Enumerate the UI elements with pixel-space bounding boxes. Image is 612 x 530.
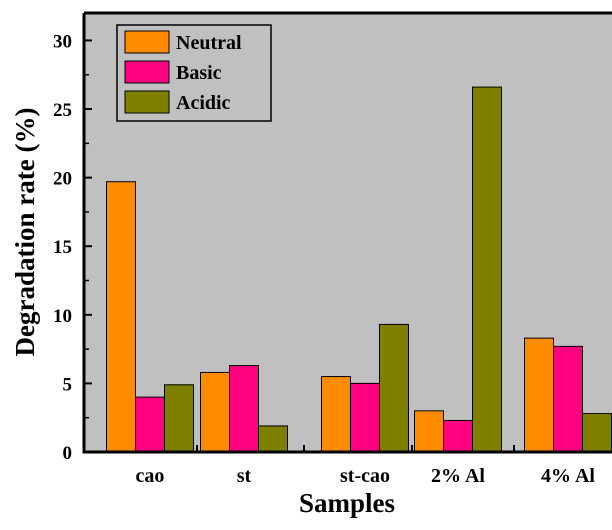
y-tick-label: 0 bbox=[63, 443, 73, 464]
bar-neutral-0 bbox=[106, 181, 136, 453]
bar-basic-4 bbox=[553, 345, 583, 453]
y-tick-label: 25 bbox=[53, 100, 72, 121]
bar-neutral-1 bbox=[200, 371, 230, 453]
legend-swatch-neutral bbox=[124, 30, 170, 54]
y-tick-label: 10 bbox=[53, 306, 72, 327]
y-tick-label: 15 bbox=[53, 237, 72, 258]
bar-neutral-4 bbox=[524, 337, 554, 453]
bar-basic-3 bbox=[443, 419, 473, 453]
bars bbox=[106, 86, 612, 453]
legend-label-basic: Basic bbox=[176, 62, 222, 84]
y-tick-label: 30 bbox=[53, 31, 72, 52]
bar-neutral-2 bbox=[321, 376, 351, 453]
x-tick-label: 2% Al bbox=[431, 465, 485, 487]
x-tick-label: cao bbox=[136, 465, 165, 487]
x-tick-label: 4% Al bbox=[541, 465, 595, 487]
bar-acidic-1 bbox=[258, 425, 288, 453]
bar-acidic-0 bbox=[164, 384, 194, 453]
bar-basic-0 bbox=[135, 396, 165, 453]
y-tick-label: 5 bbox=[63, 374, 73, 395]
axes: 0 5 10 15 20 25 30 cao st st-cao 2% Al 4% Al bbox=[53, 11, 612, 487]
x-axis-title: Samples bbox=[299, 488, 395, 518]
x-tick-label: st-cao bbox=[340, 465, 390, 487]
y-axis-title: Degradation rate (%) bbox=[10, 108, 40, 357]
legend: Neutral Basic Acidic bbox=[116, 24, 272, 122]
legend-label-neutral: Neutral bbox=[176, 32, 242, 54]
legend-swatch-basic bbox=[124, 60, 170, 84]
legend-swatch-acidic bbox=[124, 90, 170, 114]
bar-acidic-4 bbox=[582, 413, 612, 453]
bar-basic-1 bbox=[229, 365, 259, 453]
bar-basic-2 bbox=[350, 382, 380, 453]
bar-acidic-3 bbox=[472, 86, 502, 453]
y-tick-label: 20 bbox=[53, 169, 72, 190]
x-tick-label: st bbox=[237, 465, 252, 487]
bar-neutral-3 bbox=[414, 410, 444, 453]
bar-acidic-2 bbox=[379, 323, 409, 453]
legend-label-acidic: Acidic bbox=[176, 92, 231, 114]
